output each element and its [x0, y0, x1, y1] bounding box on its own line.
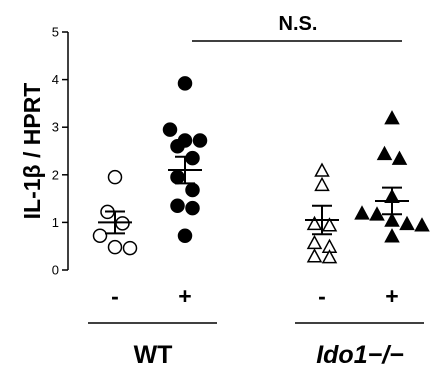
y-tick-label: 5 — [52, 25, 59, 40]
data-point — [384, 212, 400, 227]
y-ticks: 0 1 2 3 4 5 — [52, 25, 68, 278]
y-axis: 0 1 2 3 4 5 — [52, 25, 69, 278]
data-point — [391, 150, 408, 165]
y-tick-label: 2 — [52, 167, 59, 182]
y-tick-label: 0 — [52, 263, 59, 278]
y-tick-label: 3 — [52, 120, 59, 135]
data-point — [107, 239, 123, 255]
data-point — [354, 205, 370, 220]
data-point — [321, 217, 338, 232]
group-label: WT — [134, 341, 173, 369]
data-point — [384, 110, 400, 125]
data-point — [306, 215, 323, 231]
category-sign-label: + — [385, 283, 398, 309]
data-point — [384, 228, 400, 243]
data-point — [177, 76, 193, 91]
y-tick-label: 1 — [52, 215, 59, 230]
category-sign-label: - — [318, 283, 326, 309]
data-point — [170, 198, 185, 213]
data-point — [306, 234, 323, 250]
data-point — [177, 228, 193, 243]
data-points — [92, 76, 430, 264]
data-point — [162, 122, 178, 137]
data-point — [314, 162, 330, 177]
category-sign-label: + — [178, 283, 191, 309]
data-point — [314, 176, 330, 192]
y-axis-label: IL-1β / HPRT — [19, 83, 45, 220]
mean-sem-bars — [98, 155, 409, 236]
category-sign-label: - — [111, 283, 119, 309]
data-point — [92, 228, 108, 243]
data-point — [170, 138, 185, 154]
significance-annotation: N.S. — [192, 13, 402, 42]
data-point — [185, 182, 200, 198]
category-labels: - + - + — [111, 283, 399, 309]
data-point — [107, 169, 123, 185]
data-point — [321, 249, 338, 264]
data-point — [399, 215, 415, 231]
data-point — [192, 133, 208, 148]
group-labels: WT Ido1−/− — [88, 322, 424, 369]
data-point — [185, 150, 200, 166]
data-point — [414, 217, 430, 232]
significance-label: N.S. — [279, 13, 318, 35]
data-point — [122, 240, 138, 256]
data-point — [185, 200, 200, 216]
data-point — [369, 206, 385, 221]
y-tick-label: 4 — [52, 72, 59, 87]
data-point — [376, 145, 393, 161]
data-point — [306, 248, 323, 263]
group-label: Ido1−/− — [316, 341, 404, 369]
data-point — [170, 169, 185, 185]
